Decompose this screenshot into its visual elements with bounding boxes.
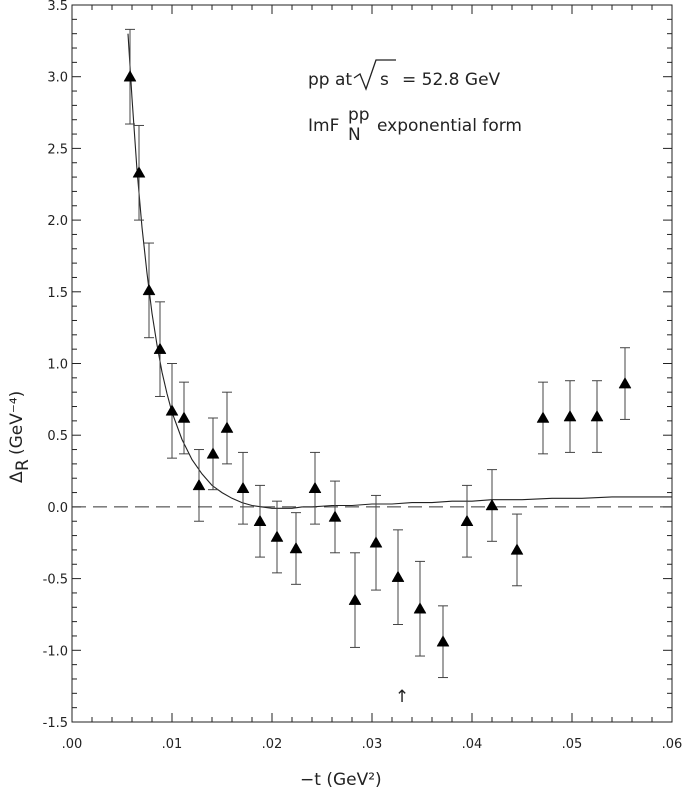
y-tick-label: 3.0 [47, 71, 68, 86]
x-tick-label: .03 [362, 737, 383, 752]
sqrt-symbol [353, 59, 396, 91]
x-tick-label: .00 [62, 737, 83, 752]
y-tick-label: -1.0 [43, 644, 68, 659]
data-point-triangle [165, 404, 179, 416]
annotation-line1-value: = 52.8 GeV [402, 70, 501, 90]
y-tick-label: 0.5 [47, 429, 68, 444]
data-point-triangle [485, 498, 499, 511]
x-tick-label: .02 [262, 737, 283, 752]
y-tick-label: -1.5 [43, 716, 68, 731]
data-point-triangle [153, 342, 167, 354]
data-point-triangle [413, 602, 427, 614]
annotation-line2-main: ImF [308, 116, 339, 136]
data-point-triangle [460, 514, 474, 526]
y-tick-label: 1.0 [47, 358, 68, 373]
y-axis-title-sub: R [13, 459, 33, 471]
data-point-triangle [289, 541, 303, 554]
data-point-triangle [391, 570, 405, 582]
data-point-triangle [236, 481, 250, 494]
y-tick-label: 2.5 [47, 142, 68, 157]
y-tick-label: 1.5 [47, 286, 68, 301]
annotation-line2-sub: N [348, 125, 361, 145]
data-point-triangle [536, 411, 550, 423]
y-tick-label: -0.5 [43, 573, 68, 588]
fit-curve [127, 33, 672, 509]
x-tick-label: .04 [462, 737, 483, 752]
data-point-triangle [563, 410, 577, 422]
annotation-line2-tail: exponential form [377, 116, 522, 136]
data-point-triangle [132, 166, 146, 178]
data-point-triangle [308, 481, 322, 494]
data-point-triangle [142, 283, 156, 296]
annotation-line1-prefix: pp at [308, 70, 352, 90]
data-point-triangle [192, 478, 206, 491]
data-point-triangle [369, 536, 383, 548]
x-axis-title: −t (GeV²) [300, 770, 382, 790]
data-point-triangle [220, 421, 234, 433]
y-axis-title-main: Δ [7, 471, 27, 483]
x-tick-label: .01 [162, 737, 183, 752]
data-point-triangle [328, 510, 342, 522]
annotation-line1-sqrt-arg: s [380, 70, 389, 90]
y-tick-label: 2.0 [47, 214, 68, 229]
x-tick-label: .05 [562, 737, 583, 752]
data-point-triangle [510, 543, 524, 555]
data-point-triangle [618, 377, 632, 389]
data-point-triangle [590, 410, 604, 422]
data-point-triangle [253, 514, 267, 526]
data-point-triangle [270, 530, 284, 542]
y-tick-label: 0.0 [47, 501, 68, 516]
data-point-triangle [436, 635, 450, 647]
x-tick-label: .06 [662, 737, 683, 752]
data-point-triangle [123, 70, 137, 82]
annotation-line2-sup: pp [348, 105, 370, 125]
marker-arrow: ↑ [395, 687, 409, 707]
y-tick-label: 3.5 [47, 0, 68, 14]
data-point-triangle [348, 593, 362, 605]
y-axis-title-units: (GeV⁻⁴) [7, 391, 27, 455]
data-point-triangle [177, 411, 191, 423]
y-axis-title: Δ R (GeV⁻⁴) [7, 391, 33, 483]
data-point-triangle [206, 447, 220, 459]
